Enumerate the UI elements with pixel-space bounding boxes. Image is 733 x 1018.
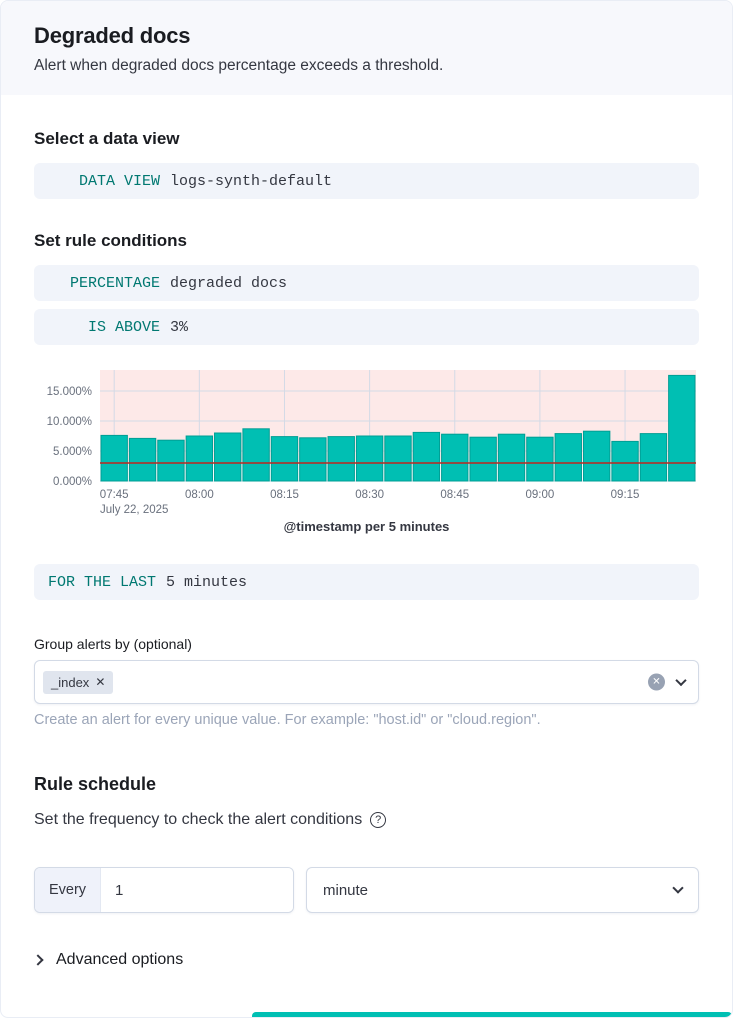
data-view-expression[interactable]: DATA VIEW logs-synth-default: [34, 163, 699, 199]
svg-text:08:30: 08:30: [355, 489, 384, 501]
selected-option-badge[interactable]: _index ✕: [43, 670, 114, 694]
svg-text:10.000%: 10.000%: [47, 416, 92, 428]
interval-field: Every: [34, 867, 294, 913]
schedule-description: Set the frequency to check the alert con…: [34, 811, 699, 829]
svg-text:09:00: 09:00: [526, 489, 555, 501]
interval-prepend-label: Every: [35, 868, 101, 912]
schedule-inputs-row: Every minute: [34, 867, 699, 913]
percentage-expression-value: degraded docs: [170, 274, 288, 292]
page-subtitle: Alert when degraded docs percentage exce…: [34, 57, 444, 74]
section-heading-data-view: Select a data view: [34, 129, 180, 148]
group-by-field: Group alerts by (optional) _index ✕ ✕ Cr…: [34, 636, 699, 728]
svg-text:5.000%: 5.000%: [53, 446, 92, 458]
chart-caption: @timestamp per 5 minutes: [283, 519, 450, 534]
clear-selection-icon[interactable]: ✕: [648, 673, 665, 691]
svg-text:08:00: 08:00: [185, 489, 214, 501]
section-heading-conditions: Set rule conditions: [34, 231, 188, 250]
data-view-expression-value: logs-synth-default: [170, 172, 333, 190]
group-by-combobox[interactable]: _index ✕ ✕: [34, 660, 699, 704]
svg-text:08:45: 08:45: [440, 489, 469, 501]
group-by-label: Group alerts by (optional): [34, 636, 192, 652]
svg-text:09:15: 09:15: [611, 489, 640, 501]
time-window-expression-label: FOR THE LAST: [48, 573, 157, 591]
section-heading-schedule: Rule schedule: [34, 774, 157, 794]
interval-unit-value: minute: [323, 881, 369, 899]
svg-text:08:15: 08:15: [270, 489, 299, 501]
threshold-expression-value: 3%: [170, 318, 189, 336]
time-window-expression[interactable]: FOR THE LAST 5 minutes: [34, 564, 699, 600]
data-view-expression-label: DATA VIEW: [78, 172, 160, 190]
chevron-down-icon[interactable]: [675, 674, 687, 686]
svg-text:07:45: 07:45: [100, 489, 129, 501]
panel-header: Degraded docs Alert when degraded docs p…: [1, 1, 732, 95]
chevron-down-icon: [672, 882, 684, 894]
advanced-options-label: Advanced options: [56, 951, 184, 968]
bottom-accent-bar: [252, 1012, 732, 1017]
advanced-options-toggle[interactable]: Advanced options: [32, 951, 699, 969]
time-window-expression-value: 5 minutes: [166, 573, 248, 591]
svg-text:15.000%: 15.000%: [47, 386, 92, 398]
threshold-expression[interactable]: IS ABOVE 3%: [34, 309, 699, 345]
percentage-expression[interactable]: PERCENTAGE degraded docs: [34, 265, 699, 301]
schedule-description-text: Set the frequency to check the alert con…: [34, 811, 363, 828]
interval-unit-select[interactable]: minute: [306, 867, 699, 913]
svg-text:July 22, 2025: July 22, 2025: [100, 504, 168, 516]
combobox-controls: ✕: [648, 673, 687, 691]
help-icon[interactable]: ?: [370, 812, 387, 828]
interval-input[interactable]: [101, 868, 293, 912]
threshold-expression-label: IS ABOVE: [87, 318, 160, 336]
badge-remove-icon[interactable]: ✕: [95, 675, 106, 689]
panel-body: Select a data view DATA VIEW logs-synth-…: [1, 129, 732, 969]
bar-chart: 07:45 08:00 08:15 08:30 08:45 09:00 09:15 0.000…: [47, 370, 696, 516]
svg-text:0.000%: 0.000%: [53, 476, 92, 488]
badge-label: _index: [51, 674, 90, 690]
percentage-expression-label: PERCENTAGE: [69, 274, 160, 292]
page-title: Degraded docs: [34, 23, 191, 48]
group-by-help-text: Create an alert for every unique value. …: [34, 712, 541, 728]
chevron-right-icon: [32, 954, 44, 966]
preview-chart: 07:45 08:00 08:15 08:30 08:45 09:00 09:15 0.000…: [34, 365, 699, 534]
